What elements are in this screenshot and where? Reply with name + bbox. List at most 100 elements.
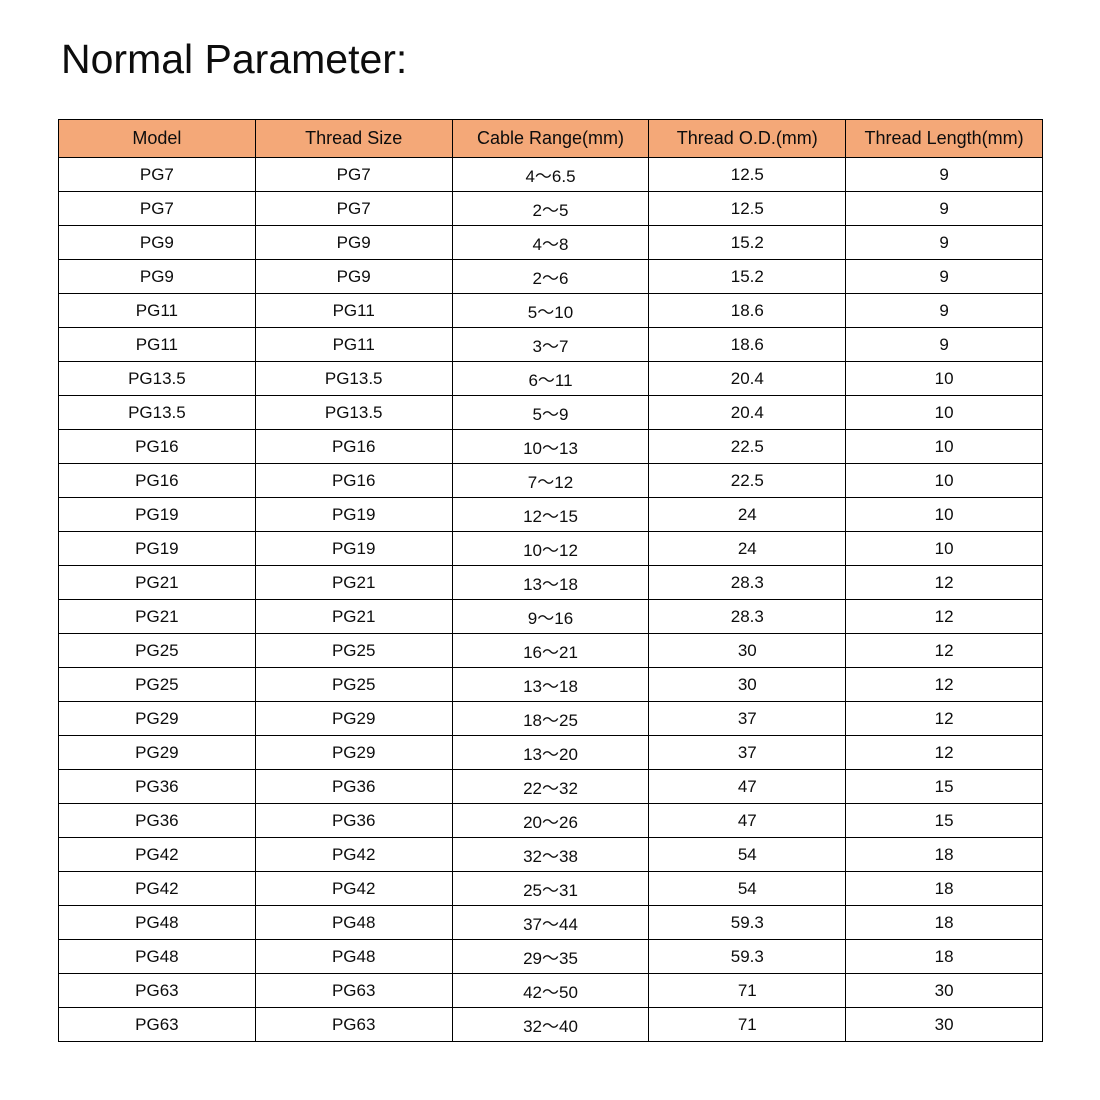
table-cell: PG42: [58, 837, 256, 872]
table-cell: PG11: [254, 293, 453, 328]
table-cell: PG48: [254, 939, 453, 974]
table-cell: PG7: [58, 191, 256, 226]
table-cell: 9～16: [451, 599, 650, 634]
table-cell: PG36: [254, 803, 453, 838]
table-cell: PG19: [58, 497, 256, 532]
column-header: Thread Length(mm): [845, 119, 1043, 158]
table-cell: 5～9: [451, 395, 650, 430]
table-cell: 54: [648, 837, 847, 872]
table-cell: 9: [845, 327, 1043, 362]
table-cell: 12: [845, 667, 1043, 702]
table-cell: 15: [845, 803, 1043, 838]
table-cell: PG16: [58, 429, 256, 464]
table-cell: 9: [845, 259, 1043, 294]
table-cell: PG48: [254, 905, 453, 940]
table-row: PG7 PG7 2～5 12.5 9: [58, 191, 1043, 226]
table-cell: 37: [648, 701, 847, 736]
header-row: Model Thread Size Cable Range(mm) Thread O.…: [58, 119, 1043, 158]
table-cell: 30: [648, 633, 847, 668]
table-cell: 20～26: [451, 803, 650, 838]
table-row: PG25 PG25 16～21 30 12: [58, 633, 1043, 668]
table-row: PG13.5 PG13.5 6～11 20.4 10: [58, 361, 1043, 396]
table-cell: 47: [648, 769, 847, 804]
table-row: PG29 PG29 18～25 37 12: [58, 701, 1043, 736]
table-cell: PG21: [254, 599, 453, 634]
table-cell: 18: [845, 871, 1043, 906]
table-cell: 71: [648, 973, 847, 1008]
table-cell: PG36: [58, 803, 256, 838]
table-cell: 12: [845, 633, 1043, 668]
table-cell: 10: [845, 395, 1043, 430]
table-cell: PG21: [58, 565, 256, 600]
table-cell: PG7: [254, 157, 453, 192]
table-cell: 16～21: [451, 633, 650, 668]
table-row: PG11 PG11 5～10 18.6 9: [58, 293, 1043, 328]
table-row: PG36 PG36 20～26 47 15: [58, 803, 1043, 838]
table-cell: PG7: [254, 191, 453, 226]
table-cell: 15.2: [648, 225, 847, 260]
table-cell: 13～18: [451, 565, 650, 600]
table-cell: 9: [845, 191, 1043, 226]
column-header: Thread Size: [254, 119, 453, 158]
table-cell: PG19: [58, 531, 256, 566]
table-cell: PG42: [254, 837, 453, 872]
table-cell: PG21: [254, 565, 453, 600]
table-cell: PG48: [58, 905, 256, 940]
table-cell: PG25: [58, 667, 256, 702]
table-cell: 4～6.5: [451, 157, 650, 192]
table-cell: 2～6: [451, 259, 650, 294]
table-cell: 12.5: [648, 191, 847, 226]
table-cell: 24: [648, 531, 847, 566]
table-cell: PG7: [58, 157, 256, 192]
table-row: PG25 PG25 13～18 30 12: [58, 667, 1043, 702]
table-cell: PG29: [254, 735, 453, 770]
table-cell: 20.4: [648, 395, 847, 430]
table-row: PG16 PG16 10～13 22.5 10: [58, 429, 1043, 464]
table-cell: 25～31: [451, 871, 650, 906]
table-row: PG21 PG21 9～16 28.3 12: [58, 599, 1043, 634]
table-cell: 12: [845, 565, 1043, 600]
table-cell: 5～10: [451, 293, 650, 328]
table-cell: PG11: [58, 293, 256, 328]
table-cell: 10: [845, 497, 1043, 532]
table-row: PG36 PG36 22～32 47 15: [58, 769, 1043, 804]
table-cell: PG11: [254, 327, 453, 362]
table-cell: 12: [845, 701, 1043, 736]
table-cell: PG21: [58, 599, 256, 634]
table-cell: PG19: [254, 531, 453, 566]
table-cell: PG36: [254, 769, 453, 804]
table-cell: 7～12: [451, 463, 650, 498]
table-cell: 15.2: [648, 259, 847, 294]
table-row: PG9 PG9 2～6 15.2 9: [58, 259, 1043, 294]
table-cell: 37: [648, 735, 847, 770]
table-cell: 10～12: [451, 531, 650, 566]
table-cell: PG13.5: [58, 395, 256, 430]
table-cell: 71: [648, 1007, 847, 1042]
table-cell: PG19: [254, 497, 453, 532]
column-header: Cable Range(mm): [451, 119, 650, 158]
table-row: PG48 PG48 37～44 59.3 18: [58, 905, 1043, 940]
table-cell: 30: [648, 667, 847, 702]
table-cell: 6～11: [451, 361, 650, 396]
table-row: PG42 PG42 32～38 54 18: [58, 837, 1043, 872]
table-cell: PG63: [254, 1007, 453, 1042]
table-cell: 18: [845, 837, 1043, 872]
table-cell: PG9: [254, 259, 453, 294]
table-row: PG7 PG7 4～6.5 12.5 9: [58, 157, 1043, 192]
table-cell: 4～8: [451, 225, 650, 260]
table-row: PG63 PG63 32～40 71 30: [58, 1007, 1043, 1042]
table-cell: PG25: [58, 633, 256, 668]
table-cell: PG11: [58, 327, 256, 362]
table-cell: 54: [648, 871, 847, 906]
table-cell: 18: [845, 939, 1043, 974]
table-cell: PG63: [58, 973, 256, 1008]
table-cell: 10～13: [451, 429, 650, 464]
table-cell: 12～15: [451, 497, 650, 532]
table-cell: PG9: [58, 259, 256, 294]
table-cell: 12.5: [648, 157, 847, 192]
table-row: PG63 PG63 42～50 71 30: [58, 973, 1043, 1008]
table-row: PG19 PG19 12～15 24 10: [58, 497, 1043, 532]
table-cell: 29～35: [451, 939, 650, 974]
table-cell: 9: [845, 225, 1043, 260]
table-cell: PG29: [254, 701, 453, 736]
